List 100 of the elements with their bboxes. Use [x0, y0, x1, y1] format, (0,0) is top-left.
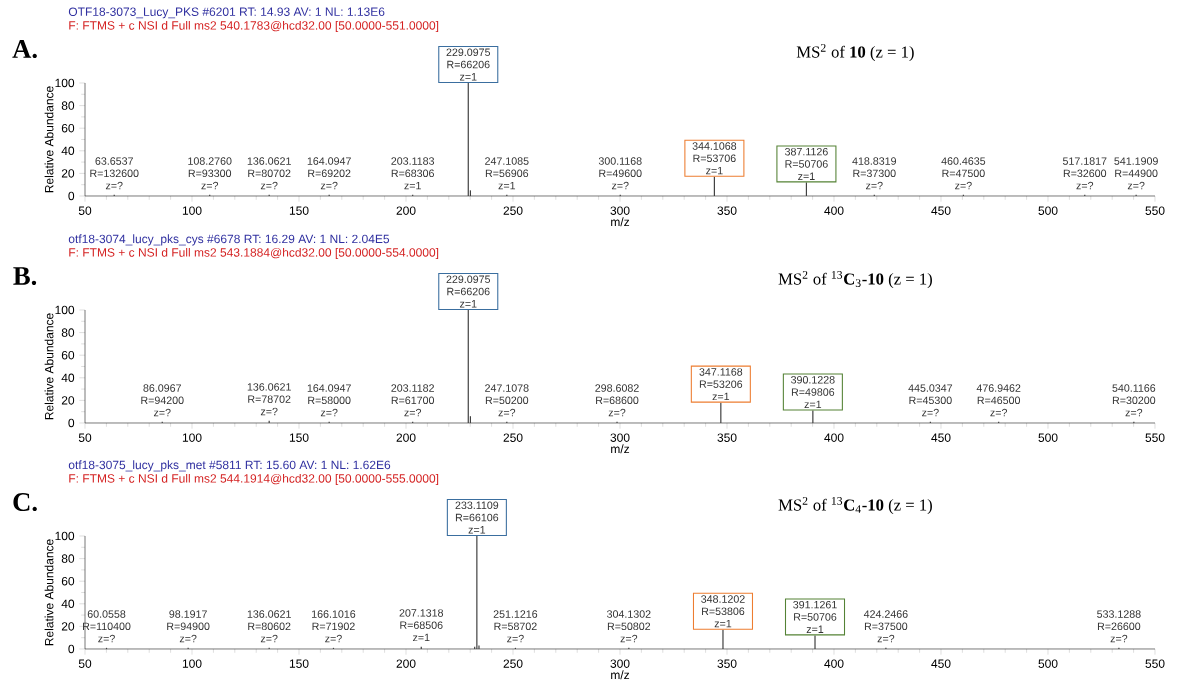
y-tick-label: 60 — [61, 576, 75, 586]
annotation: 136.0621 R=78702 z=? — [247, 383, 291, 416]
annotation: 476.9462 R=46500 z=? — [976, 384, 1021, 417]
annotation: 517.1817 R=32600 z=? — [1062, 157, 1107, 190]
x-tick-label: 250 — [503, 433, 523, 442]
text: F: FTMS + c NSI d Full ms2 543.1884@hcd32.00 [50.0000-554.0000] — [69, 247, 439, 260]
x-axis-title: m/z — [611, 444, 630, 454]
x-tick-label: 300 — [610, 659, 630, 668]
x-tick-label: 100 — [182, 659, 202, 668]
y-tick-label: 20 — [61, 396, 75, 405]
annotation: 418.8319 R=37300 z=? — [852, 157, 897, 190]
x-tick-label: 450 — [931, 659, 951, 668]
x-tick-label: 200 — [396, 433, 416, 442]
x-tick-label: 50 — [78, 659, 92, 668]
y-tick-label: 100 — [55, 531, 75, 541]
annotation: 229.0975 R=66206 z=1 — [446, 48, 491, 81]
x-tick-label: 450 — [931, 206, 951, 215]
x-axis-title: m/z — [611, 670, 630, 680]
annotation: 387.1126 R=50706 z=1 — [784, 147, 828, 180]
x-tick-label: 250 — [503, 659, 523, 668]
annotation: 390.1228 R=49806 z=1 — [791, 376, 835, 409]
x-tick-label: 350 — [717, 659, 737, 668]
x-tick-label: 450 — [931, 433, 951, 442]
annotation: 541.1909 R=44900 z=? — [1114, 157, 1158, 190]
annotation: 229.0975 R=66206 z=1 — [446, 275, 491, 308]
text: F: FTMS + c NSI d Full ms2 540.1783@hcd32.00 [50.0000-551.0000] — [69, 20, 439, 33]
x-tick-label: 150 — [289, 659, 309, 668]
y-tick-label: 100 — [55, 78, 75, 88]
x-tick-label: 150 — [289, 433, 309, 442]
annotation: 533.1288 R=26600 z=? — [1097, 610, 1141, 643]
x-tick-label: 200 — [396, 206, 416, 215]
annotation: 347.1168 R=53206 z=1 — [699, 368, 743, 401]
x-tick-label: 100 — [182, 206, 202, 215]
x-tick-label: 250 — [503, 206, 523, 215]
annotation: 63.6537 R=132600 z=? — [90, 157, 139, 190]
x-tick-label: 50 — [78, 433, 92, 442]
annotation: 348.1202 R=53806 z=1 — [701, 595, 745, 628]
annotation: 108.2760 R=93300 z=? — [188, 157, 232, 190]
x-tick-label: 500 — [1038, 206, 1058, 215]
annotation: 203.1182 R=61700 z=? — [391, 384, 435, 417]
annotation: 86.0967 R=94200 z=? — [141, 384, 184, 417]
annotation: 247.1085 R=56906 z=1 — [485, 157, 529, 190]
y-tick-label: 40 — [61, 373, 75, 383]
chart-title: MS$^{2}$ of $^{13}$C$_{4}$-10 (z = 1) — [778, 496, 932, 515]
y-tick-label: 100 — [55, 305, 75, 315]
text: otf18-3074_lucy_pks_cys #6678 RT: 16.29 AV: 1 NL: 2.04E5 — [68, 234, 390, 246]
x-axis-title: m/z — [611, 217, 630, 227]
x-tick-label: 550 — [1145, 433, 1165, 442]
x-tick-label: 400 — [824, 206, 844, 215]
y-tick-label: 20 — [61, 622, 75, 631]
annotation: 304.1302 R=50802 z=? — [606, 610, 651, 643]
x-tick-label: 550 — [1145, 659, 1165, 668]
y-tick-label: 0 — [68, 418, 75, 428]
x-tick-label: 150 — [289, 206, 309, 215]
annotation: 136.0621 R=80602 z=? — [247, 610, 291, 643]
annotation: 247.1078 R=50200 z=? — [485, 384, 529, 417]
y-tick-label: 80 — [61, 101, 75, 110]
annotation: 166.1016 R=71902 z=? — [312, 610, 356, 643]
y-tick-label: 40 — [61, 146, 75, 156]
x-tick-label: 550 — [1145, 206, 1165, 215]
annotation: 445.0347 R=45300 z=? — [908, 384, 953, 417]
text: A. — [12, 40, 37, 59]
annotation: 60.0558 R=110400 z=? — [83, 610, 131, 643]
annotation: 164.0947 R=58000 z=? — [307, 384, 351, 417]
annotation: 136.0621 R=80702 z=? — [247, 157, 291, 190]
annotation: 233.1109 R=66106 z=1 — [455, 501, 499, 534]
x-tick-label: 200 — [396, 659, 416, 668]
y-tick-label: 0 — [68, 191, 75, 201]
x-tick-label: 500 — [1038, 433, 1058, 442]
annotation: 540.1166 R=30200 z=? — [1112, 384, 1156, 417]
y-tick-label: 80 — [61, 328, 75, 337]
x-tick-label: 400 — [824, 659, 844, 668]
x-tick-label: 100 — [182, 433, 202, 442]
annotation: 251.1216 R=58702 z=? — [493, 610, 538, 643]
annotation: 207.1318 R=68506 z=1 — [399, 609, 444, 642]
x-tick-label: 400 — [824, 433, 844, 442]
annotation: 98.1917 R=94900 z=? — [167, 610, 210, 643]
annotation: 460.4635 R=47500 z=? — [941, 157, 986, 190]
x-tick-label: 350 — [717, 433, 737, 442]
y-axis-title: Relative Abundance — [44, 86, 54, 193]
annotation: 203.1183 R=68306 z=1 — [391, 157, 435, 190]
text: F: FTMS + c NSI d Full ms2 544.1914@hcd32.00 [50.0000-555.0000] — [69, 473, 439, 486]
annotation: 300.1168 R=49600 z=? — [598, 157, 642, 190]
chart-title: MS$^{2}$ of $^{13}$C$_{3}$-10 (z = 1) — [778, 270, 932, 289]
y-tick-label: 60 — [61, 123, 75, 133]
text: OTF18-3073_Lucy_PKS #6201 RT: 14.93 AV: 1 NL: 1.13E6 — [68, 7, 385, 19]
text: C. — [13, 493, 37, 512]
y-tick-label: 0 — [68, 644, 75, 654]
y-axis-title: Relative Abundance — [44, 539, 54, 646]
x-tick-label: 300 — [610, 433, 630, 442]
chart-title: MS$^{2}$ of 10 (z = 1) — [796, 43, 914, 62]
text: B. — [13, 267, 37, 286]
text: otf18-3075_lucy_pks_met #5811 RT: 15.60 AV: 1 NL: 1.62E6 — [68, 460, 391, 472]
annotation: 391.1261 R=50706 z=1 — [793, 600, 837, 633]
y-tick-label: 20 — [61, 169, 75, 178]
annotation: 424.2466 R=37500 z=? — [863, 610, 908, 643]
x-tick-label: 500 — [1038, 659, 1058, 668]
x-tick-label: 350 — [717, 206, 737, 215]
y-tick-label: 40 — [61, 599, 75, 609]
y-tick-label: 60 — [61, 350, 75, 360]
